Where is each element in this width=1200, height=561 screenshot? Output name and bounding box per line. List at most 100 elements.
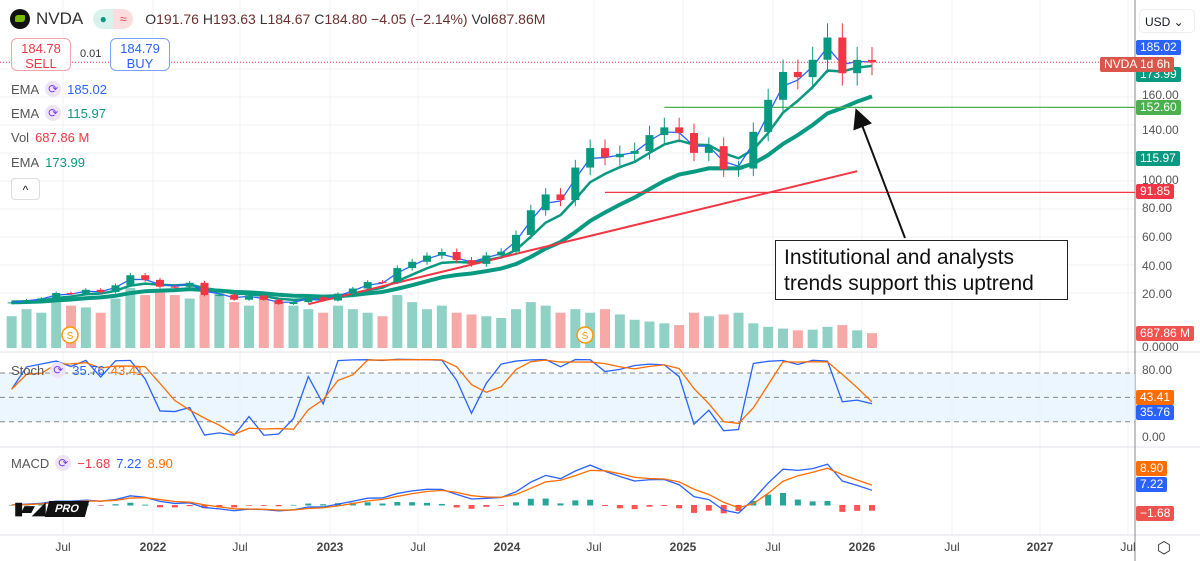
macd-histogram-bar [97,505,104,506]
annotation-box[interactable]: Institutional and analysts trends suppor… [775,240,1068,300]
macd-histogram-bar [112,504,119,506]
volume-bar [51,302,62,348]
refresh-icon[interactable]: ⟳ [45,81,62,97]
volume-bar [258,298,269,348]
dividend-marker-label: S [582,331,589,342]
volume-bar [80,307,91,348]
macd-histogram-bar [542,498,549,506]
stoch-k-value: 35.76 [72,362,105,378]
settings-icon[interactable]: ⬡ [1157,540,1171,557]
legend-name: EMA [11,105,40,121]
volume-bar [155,291,165,348]
volume-bar [807,329,818,348]
volume-bar [377,316,388,348]
candle-body [215,294,224,296]
buy-button[interactable]: 184.79 BUY [110,38,170,71]
volume-bar [6,316,17,348]
macd-histogram-bar [364,502,371,506]
refresh-icon[interactable]: ⟳ [50,362,67,378]
dividend-marker-label: S [67,331,74,342]
candle-body [111,285,120,293]
volume-bar [436,305,447,348]
legend-macd[interactable]: MACD ⟳ −1.68 7.22 8.90 [11,455,173,471]
candle-body [200,282,209,296]
volume-bar [763,326,774,348]
macd-histogram-bar [661,505,668,506]
symbol-name[interactable]: NVDA [36,9,84,28]
volume-bar [199,295,210,348]
macd-histogram-bar [260,505,267,506]
macd-histogram-bar [409,502,416,506]
candle-body [556,194,565,201]
refresh-icon[interactable]: ⟳ [45,105,62,121]
candle-body [690,132,698,153]
volume-bar [600,309,610,348]
legend-stoch[interactable]: Stoch ⟳ 35.76 43.41 [11,362,143,378]
price-tag: 152.60 [1136,100,1181,115]
macd-histogram-bar [438,503,445,506]
refresh-icon[interactable]: ⟳ [55,455,72,471]
candle-body [81,289,90,294]
volume-bar [451,312,462,348]
macd-histogram-bar [38,504,45,506]
volume-bar [422,309,432,348]
macd-line [11,463,873,514]
macd-tag: 7.22 [1136,477,1168,492]
time-axis-label: 2025 [669,540,697,554]
candle-body [408,261,417,269]
legend-ema-2[interactable]: EMA ⟳ 115.97 [11,105,106,121]
candle-body [645,135,654,152]
spread: 0.01 [80,48,102,60]
macd-histogram-bar [794,499,801,506]
volume-bar [555,312,566,348]
macd-signal-line [11,467,873,511]
volume-bar [229,302,240,348]
sell-button[interactable]: 184.78 SELL [11,38,71,71]
volume-bar [822,326,833,348]
candle-body [838,37,847,74]
macd-histogram-bar [127,502,134,506]
volume-bar [333,305,343,348]
legend-ema-1[interactable]: EMA ⟳ 185.02 [11,81,107,97]
volume-bar [362,312,373,348]
currency-dropdown[interactable]: USD ⌄ [1139,9,1195,33]
legend-volume[interactable]: Vol 687.86 M [11,130,89,145]
volume-bar [169,295,180,348]
price-axis-label: 60.00 [1142,230,1173,244]
buy-price: 184.79 [120,41,160,56]
legend-ema-3[interactable]: EMA 173.99 [11,155,85,170]
volume-bar [525,302,536,348]
macd-histogram-bar [171,505,178,508]
candle-body [348,288,357,294]
status-pill[interactable]: ● ≈ [93,9,134,29]
volume-bar [140,295,151,348]
candle-body [230,294,239,300]
candle-body [393,268,402,283]
macd-histogram-bar [765,494,772,506]
volume-bar [21,309,32,348]
macd-histogram-bar [869,505,875,511]
candle-body [126,275,135,286]
macd-histogram-bar [705,505,712,511]
annotation-arrow [853,108,906,239]
candle-body [734,168,743,170]
macd-histogram-bar [424,502,430,506]
time-axis-label: Jul [410,540,426,554]
volume-bar [214,291,225,348]
candle-body [586,148,595,168]
candle-body [675,127,684,133]
volume-bar [733,312,744,348]
ema-line [11,64,873,304]
time-axis-label: 2022 [139,540,167,554]
price-axis-label: 0.0000 [1142,340,1179,354]
legend-value: 115.97 [67,105,106,121]
candle-body [719,146,728,170]
volume-bar [511,309,521,348]
delayed-wave-icon: ≈ [113,9,134,29]
volume-bar [778,328,788,348]
legend-name: Stoch [11,362,45,378]
stoch-k-tag: 35.76 [1136,405,1175,420]
collapse-legend-button[interactable]: ^ [11,178,40,200]
macd-histogram-bar [809,501,816,506]
